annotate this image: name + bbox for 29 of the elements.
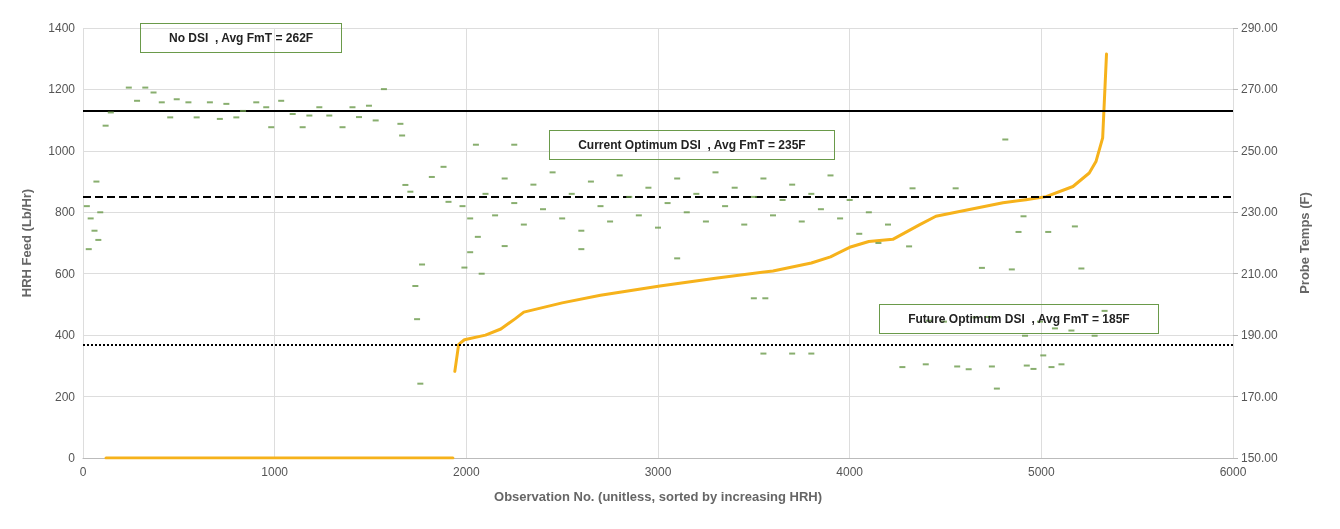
- y2-tick-label: 270.00: [1241, 82, 1279, 97]
- y-tick-label: 1400: [48, 21, 76, 35]
- note-frame: Current Optimum DSI , Avg FmT = 235F: [549, 130, 835, 161]
- x-tick-label: 1000: [261, 465, 289, 479]
- note-frame: No DSI , Avg FmT = 262F: [140, 23, 343, 54]
- x-tick-label: 0: [79, 465, 87, 479]
- y2-tick-label: 250.00: [1241, 143, 1279, 158]
- y2-axis-title: Probe Temps (F): [1297, 192, 1312, 294]
- y-tick-label: 1200: [48, 82, 76, 97]
- x-axis-title: Observation No. (unitless, sorted by increasing HRH): [494, 489, 822, 504]
- x-tick-label: 3000: [644, 465, 672, 479]
- y2-tick-label: 170.00: [1241, 389, 1279, 404]
- y-tick-label: 0: [68, 451, 76, 465]
- y-tick-label: 400: [54, 328, 76, 343]
- x-tick-label: 6000: [1219, 465, 1247, 479]
- y2-tick-label: 190.00: [1241, 328, 1279, 343]
- y2-tick-label: 150.00: [1241, 451, 1279, 465]
- y2-tick-label: 230.00: [1241, 205, 1279, 220]
- note-frame: Future Optimum DSI , Avg FmT = 185F: [879, 303, 1159, 334]
- x-tick-label: 2000: [452, 465, 480, 479]
- y-tick-label: 1000: [48, 143, 76, 158]
- y-tick-label: 200: [54, 389, 76, 404]
- y2-tick-label: 290.00: [1241, 21, 1279, 35]
- x-tick-label: 5000: [1027, 465, 1055, 479]
- y-axis-title: HRH Feed (Lb/Hr): [19, 188, 34, 298]
- y-tick-label: 600: [54, 266, 76, 281]
- y2-tick-label: 210.00: [1241, 266, 1279, 281]
- x-tick-label: 4000: [836, 465, 864, 479]
- y-tick-label: 800: [54, 205, 76, 220]
